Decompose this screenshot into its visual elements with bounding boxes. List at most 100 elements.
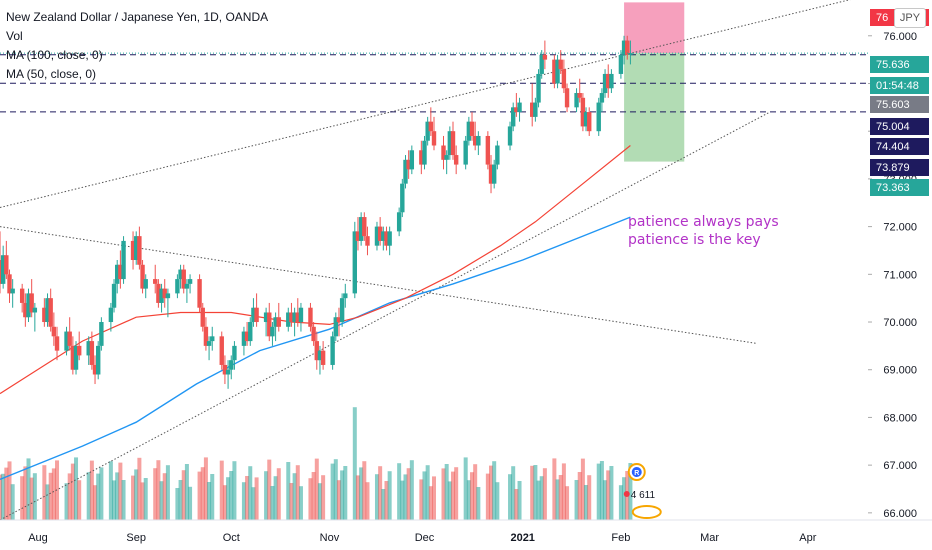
candle[interactable] xyxy=(29,279,34,318)
candle[interactable] xyxy=(587,107,592,136)
candle[interactable] xyxy=(244,322,250,346)
candle[interactable] xyxy=(317,345,323,375)
candle[interactable] xyxy=(225,360,231,389)
candle[interactable] xyxy=(602,69,608,98)
candle[interactable] xyxy=(108,302,114,332)
candle[interactable] xyxy=(42,298,47,327)
candle[interactable] xyxy=(425,116,430,146)
candle[interactable] xyxy=(45,293,50,327)
candle[interactable] xyxy=(115,260,120,294)
candle[interactable] xyxy=(431,116,437,151)
candle[interactable] xyxy=(536,69,541,108)
candle[interactable] xyxy=(206,336,212,361)
candle[interactable] xyxy=(333,312,338,342)
candle[interactable] xyxy=(377,217,383,246)
candle[interactable] xyxy=(200,302,205,332)
candle[interactable] xyxy=(450,121,456,160)
candle[interactable] xyxy=(162,279,167,308)
candle[interactable] xyxy=(92,355,98,385)
currency-button[interactable]: JPY xyxy=(894,8,926,28)
candle[interactable] xyxy=(0,245,6,289)
candle[interactable] xyxy=(343,283,348,308)
candle[interactable] xyxy=(51,312,57,346)
candle[interactable] xyxy=(495,140,500,170)
candle[interactable] xyxy=(564,83,570,113)
candle[interactable] xyxy=(530,83,535,127)
candle[interactable] xyxy=(365,226,370,256)
candle[interactable] xyxy=(197,274,202,313)
take-profit-zone[interactable] xyxy=(624,53,685,162)
candle[interactable] xyxy=(140,260,145,294)
candle[interactable] xyxy=(542,40,548,70)
candle[interactable] xyxy=(555,54,560,89)
candle[interactable] xyxy=(89,331,95,370)
candle[interactable] xyxy=(254,293,259,327)
trendline-1[interactable] xyxy=(0,0,868,209)
candle[interactable] xyxy=(577,78,582,103)
candle[interactable] xyxy=(267,302,272,342)
candle[interactable] xyxy=(447,126,453,160)
candle[interactable] xyxy=(184,279,190,303)
candle[interactable] xyxy=(409,145,415,175)
candle[interactable] xyxy=(295,298,300,327)
candle[interactable] xyxy=(510,102,516,132)
candle[interactable] xyxy=(175,274,180,299)
candle[interactable] xyxy=(73,341,79,375)
candle[interactable] xyxy=(165,288,171,318)
candle[interactable] xyxy=(241,326,247,356)
candle[interactable] xyxy=(229,355,234,380)
candle[interactable] xyxy=(64,326,69,356)
stop-loss-zone[interactable] xyxy=(624,2,685,54)
candle[interactable] xyxy=(203,317,209,351)
candle[interactable] xyxy=(618,50,624,79)
price-label-badge[interactable]: 01:54:48 xyxy=(870,77,929,94)
candle[interactable] xyxy=(187,274,193,294)
candle[interactable] xyxy=(118,250,123,289)
candle[interactable] xyxy=(336,307,342,337)
candle[interactable] xyxy=(463,135,468,170)
candle[interactable] xyxy=(23,293,28,327)
candle[interactable] xyxy=(137,226,142,270)
price-label-badge[interactable]: 74.404 xyxy=(870,138,929,155)
candle[interactable] xyxy=(232,341,237,370)
candle[interactable] xyxy=(263,307,269,337)
candle[interactable] xyxy=(453,145,459,175)
candle[interactable] xyxy=(48,288,53,332)
candle[interactable] xyxy=(352,221,358,299)
candle[interactable] xyxy=(488,155,494,194)
candle[interactable] xyxy=(621,35,627,65)
candle[interactable] xyxy=(444,150,449,175)
candle[interactable] xyxy=(362,212,367,241)
candle[interactable] xyxy=(32,302,38,332)
candle[interactable] xyxy=(181,264,186,294)
candle[interactable] xyxy=(70,336,76,375)
candle[interactable] xyxy=(400,178,405,218)
candle[interactable] xyxy=(476,131,481,156)
candle[interactable] xyxy=(130,231,136,270)
candle[interactable] xyxy=(387,226,392,256)
candle[interactable] xyxy=(156,279,161,308)
candle[interactable] xyxy=(469,112,475,141)
candle[interactable] xyxy=(403,155,408,189)
trendline-2[interactable] xyxy=(0,226,758,344)
candle[interactable] xyxy=(628,40,633,65)
candle[interactable] xyxy=(276,302,281,332)
candle[interactable] xyxy=(533,97,538,122)
candle[interactable] xyxy=(419,140,424,175)
ma50-legend[interactable]: MA (50, close, 0) xyxy=(6,67,97,81)
candle[interactable] xyxy=(552,54,557,89)
candle[interactable] xyxy=(67,317,72,351)
candle[interactable] xyxy=(153,264,158,294)
candle[interactable] xyxy=(289,302,294,327)
candle[interactable] xyxy=(76,331,82,361)
candle[interactable] xyxy=(222,355,228,385)
candle[interactable] xyxy=(273,312,278,342)
candle[interactable] xyxy=(311,322,316,346)
vol-legend[interactable]: Vol xyxy=(6,29,23,43)
candle[interactable] xyxy=(270,322,275,346)
candle[interactable] xyxy=(384,226,389,251)
candle[interactable] xyxy=(330,331,335,370)
candle[interactable] xyxy=(580,93,586,132)
candle[interactable] xyxy=(339,293,345,327)
